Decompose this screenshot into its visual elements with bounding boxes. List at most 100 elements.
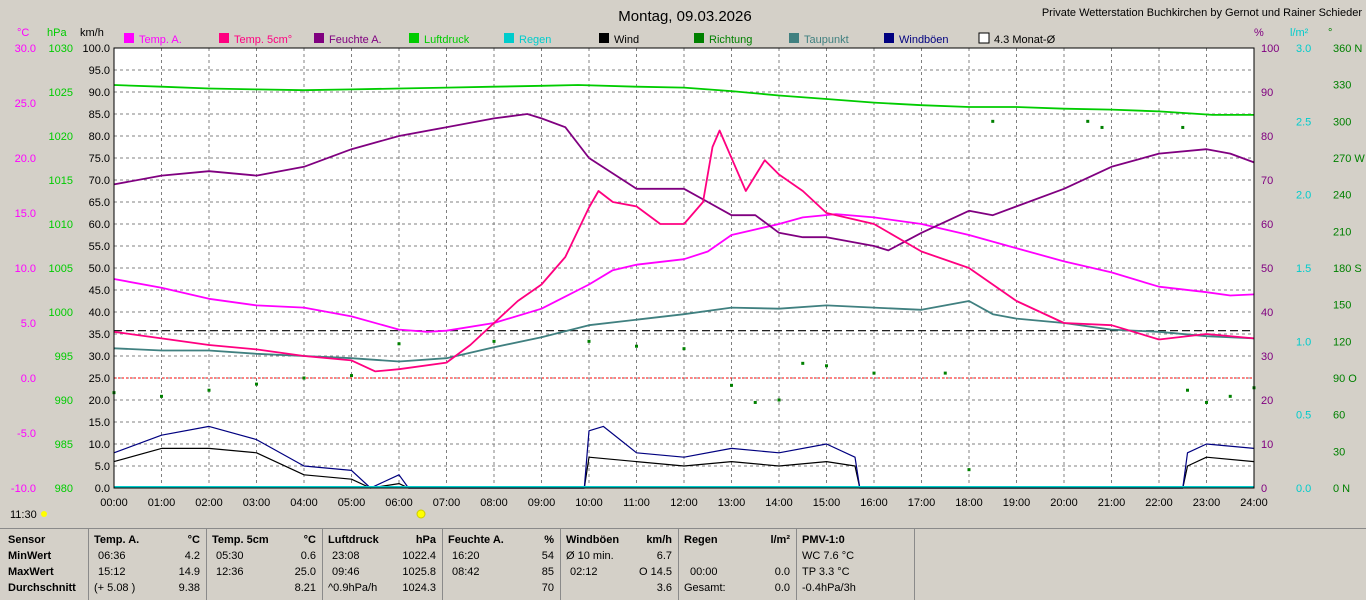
- stats-temp-5cm: Temp. 5cm °C 05:30 0.6 12:36 25.0 8.21: [206, 528, 323, 600]
- direction-point: [160, 394, 163, 398]
- plot-frame: [113, 47, 1255, 489]
- legend-label: 4.3 Monat-Ø: [994, 34, 1056, 46]
- wind-tick-label: 30.0: [89, 351, 110, 363]
- direction-tick-label: 120: [1333, 336, 1351, 348]
- legend-label: Luftdruck: [424, 34, 470, 46]
- legend-swatch: [599, 33, 609, 43]
- temp-tick-label: -5.0: [17, 428, 36, 440]
- temp-tick-label: 25.0: [15, 98, 36, 110]
- time-tick-label: 17:00: [908, 497, 936, 509]
- stats-rain-total-label: Gesamt:: [684, 582, 726, 594]
- legend-label: Richtung: [709, 34, 752, 46]
- legend-label: Temp. 5cm°: [234, 34, 292, 46]
- direction-point: [207, 388, 211, 392]
- direction-point: [1186, 388, 1189, 392]
- time-tick-label: 14:00: [765, 497, 793, 509]
- kmh-unit-label: km/h: [80, 27, 104, 39]
- stats-pressure-trend: ^0.9hPa/h: [328, 582, 378, 594]
- stats-humidity-max-time: 08:42: [452, 566, 480, 578]
- stats-temp-a-unit: °C: [187, 534, 200, 546]
- direction-point: [943, 371, 947, 375]
- wind-tick-label: 0.0: [95, 483, 110, 495]
- pct-unit-label: %: [1254, 27, 1264, 39]
- time-tick-label: 12:00: [670, 497, 698, 509]
- time-tick-label: 22:00: [1145, 497, 1173, 509]
- humidity-tick-label: 0: [1261, 483, 1267, 495]
- direction-tick-label: 210: [1333, 226, 1351, 238]
- direction-point: [801, 361, 805, 365]
- stats-pressure-title: Luftdruck: [328, 534, 379, 546]
- time-tick-label: 24:00: [1240, 497, 1268, 509]
- humidity-tick-label: 80: [1261, 131, 1273, 143]
- table-top-border: [0, 528, 1366, 529]
- statistics-table: Sensor MinWert MaxWert Durchschnitt Temp…: [0, 528, 1366, 600]
- wind-tick-label: 15.0: [89, 417, 110, 429]
- wind-tick-label: 70.0: [89, 175, 110, 187]
- stats-pmv-title: PMV-1:0: [802, 534, 845, 546]
- stats-temp-a-min-val: 4.2: [184, 550, 200, 562]
- series-line-luftdruck: [113, 84, 1254, 116]
- sensor-label: Sensor: [8, 534, 46, 546]
- direction-point: [753, 400, 757, 404]
- time-tick-label: 01:00: [148, 497, 176, 509]
- stats-rain-max-val: 0.0: [774, 566, 790, 578]
- direction-point: [777, 398, 781, 402]
- max-label: MaxWert: [8, 566, 54, 578]
- legend-swatch: [124, 33, 134, 43]
- stats-rain-total-val: 0.0: [774, 582, 790, 594]
- direction-point: [255, 382, 258, 386]
- min-label: MinWert: [8, 550, 52, 562]
- axis-tick-labels: 30.025.020.015.010.05.00.0-5.0-10.010301…: [11, 43, 1365, 509]
- direction-point: [872, 371, 876, 375]
- noon-time-label: 11:30: [10, 509, 37, 521]
- stats-pressure: Luftdruck hPa 23:08 1022.4 09:46 1025.8 …: [322, 528, 443, 600]
- direction-point: [635, 344, 638, 348]
- stats-pmv-windchill: WC 7.6 °C: [802, 550, 855, 562]
- station-name: Private Wetterstation Buchkirchen by Ger…: [1042, 7, 1363, 19]
- wind-tick-label: 40.0: [89, 307, 110, 319]
- series-line-feuchte-a: [113, 113, 1255, 252]
- direction-point: [991, 119, 995, 123]
- wind-tick-label: 55.0: [89, 241, 110, 253]
- pressure-tick-label: 990: [55, 395, 73, 407]
- stats-humidity: Feuchte A. % 16:20 54 08:42 85 70: [442, 528, 561, 600]
- stats-pressure-avg-val: 1024.3: [402, 582, 436, 594]
- humidity-tick-label: 40: [1261, 307, 1273, 319]
- stats-temp-5cm-max-val: 25.0: [294, 566, 316, 578]
- stats-humidity-title: Feuchte A.: [448, 534, 504, 546]
- chart-legend: Temp. A. Temp. 5cm° Feuchte A. Luftdruck Reg…: [124, 32, 1056, 46]
- stats-pressure-unit: hPa: [415, 534, 436, 546]
- legend-swatch: [219, 33, 229, 43]
- time-tick-label: 11:00: [623, 497, 650, 509]
- direction-point: [1100, 125, 1104, 129]
- temp-tick-label: 15.0: [15, 208, 36, 220]
- stats-temp-5cm-avg-val: 8.21: [294, 582, 316, 594]
- chart-title: Montag, 09.03.2026: [618, 8, 751, 25]
- time-tick-label: 13:00: [718, 497, 746, 509]
- humidity-tick-label: 30: [1261, 351, 1273, 363]
- direction-tick-label: 240: [1333, 190, 1351, 202]
- direction-point: [825, 364, 828, 368]
- stats-temp-5cm-min-val: 0.6: [300, 550, 316, 562]
- rain-unit-label: l/m²: [1290, 27, 1309, 39]
- stats-humidity-min-val: 54: [541, 550, 554, 562]
- chart-grid: [114, 48, 1254, 488]
- temp-tick-label: 10.0: [15, 263, 36, 275]
- stats-rain-unit: l/m²: [770, 534, 790, 546]
- wind-tick-label: 20.0: [89, 395, 110, 407]
- time-tick-label: 23:00: [1193, 497, 1221, 509]
- direction-point: [730, 383, 733, 387]
- stats-temp-a-avg-val: 9.38: [178, 582, 200, 594]
- stats-pressure-min-val: 1022.4: [402, 550, 436, 562]
- direction-point: [1228, 394, 1232, 398]
- weather-chart: Montag, 09.03.2026 Private Wetterstation…: [10, 7, 1366, 521]
- direction-point: [587, 339, 591, 343]
- stats-humidity-min-time: 16:20: [452, 550, 480, 562]
- time-tick-label: 16:00: [860, 497, 888, 509]
- direction-tick-label: 180 S: [1333, 263, 1362, 275]
- humidity-tick-label: 20: [1261, 395, 1273, 407]
- stats-pressure-min-time: 23:08: [332, 550, 360, 562]
- rain-tick-label: 2.5: [1296, 116, 1311, 128]
- hpa-unit-label: hPa: [47, 27, 67, 39]
- stats-temp-a-max-val: 14.9: [178, 566, 200, 578]
